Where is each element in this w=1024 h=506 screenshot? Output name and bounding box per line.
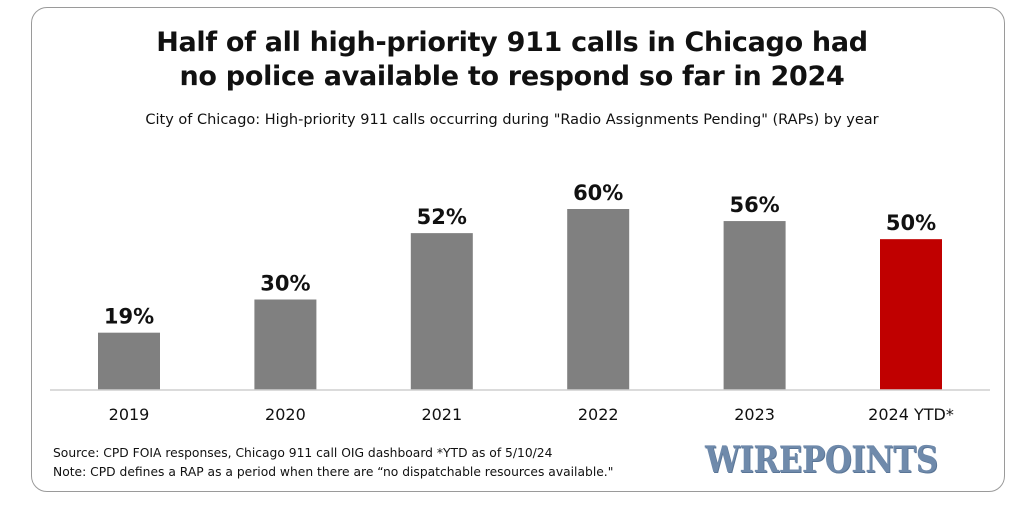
chart-title-line-1: Half of all high-priority 911 calls in C… bbox=[156, 27, 868, 58]
chart-title-line-2: no police available to respond so far in… bbox=[179, 61, 845, 92]
x-tick-labels-group: 2019 2020 2021 2022 2023 2024 YTD* bbox=[109, 405, 954, 424]
x-tick-label-2023: 2023 bbox=[734, 405, 775, 424]
value-label-2020: 30% bbox=[260, 272, 310, 296]
x-tick-label-2019: 2019 bbox=[109, 405, 150, 424]
wirepoints-logo: WIREPOINTS bbox=[705, 439, 938, 481]
value-label-2022: 60% bbox=[573, 181, 623, 205]
chart-subtitle: City of Chicago: High-priority 911 calls… bbox=[145, 112, 879, 128]
value-label-2021: 52% bbox=[417, 205, 467, 229]
value-labels-group: 19% 30% 52% 60% 56% 50% bbox=[104, 181, 936, 329]
x-tick-label-2020: 2020 bbox=[265, 405, 306, 424]
value-label-2019: 19% bbox=[104, 305, 154, 329]
definition-note: Note: CPD defines a RAP as a period when… bbox=[53, 465, 614, 479]
bar-2020 bbox=[254, 299, 317, 390]
bar-2021 bbox=[410, 233, 473, 390]
bar-2022 bbox=[567, 209, 630, 390]
bar-2023 bbox=[723, 221, 786, 390]
value-label-2024: 50% bbox=[886, 211, 936, 235]
x-tick-label-2021: 2021 bbox=[421, 405, 462, 424]
bars-group bbox=[98, 209, 942, 390]
x-tick-label-2022: 2022 bbox=[578, 405, 619, 424]
value-label-2023: 56% bbox=[729, 193, 779, 217]
x-tick-label-2024: 2024 YTD* bbox=[868, 405, 954, 424]
bar-2019 bbox=[98, 332, 160, 390]
chart-card bbox=[31, 7, 1005, 492]
bar-2024 bbox=[880, 239, 942, 390]
source-note: Source: CPD FOIA responses, Chicago 911 … bbox=[53, 446, 553, 460]
